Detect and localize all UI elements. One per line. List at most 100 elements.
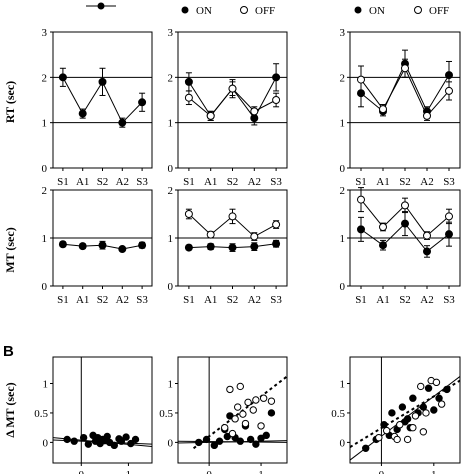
plot-frame xyxy=(52,356,153,464)
x-tick-label: A1 xyxy=(376,294,389,306)
series-on xyxy=(58,240,147,254)
legend-off-marker-3 xyxy=(414,6,422,14)
y-tick-label: 1 xyxy=(168,118,174,130)
scatter-point xyxy=(84,440,93,448)
y-tick-label: 2 xyxy=(340,185,346,197)
scatter-point xyxy=(252,440,260,448)
scatter-point xyxy=(424,384,433,392)
x-tick-label: S2 xyxy=(399,176,411,188)
y-tick-label: 0.5 xyxy=(159,408,173,420)
y-tick-label: 0 xyxy=(168,163,174,175)
y-tick-label: 2 xyxy=(340,72,346,84)
scatter-point xyxy=(195,438,203,447)
x-tick-label: 0 xyxy=(379,469,385,474)
panel-delta-2: 0 0.5 1 0 1 xyxy=(159,356,288,474)
scatter-point xyxy=(443,385,451,394)
x-tick-label: 0 xyxy=(206,469,212,474)
data-point xyxy=(228,212,237,221)
scatter-point xyxy=(267,409,276,417)
scatter-point xyxy=(63,435,71,444)
scatter-point xyxy=(417,382,425,391)
y-tick-label: 0 xyxy=(42,281,48,293)
scatter-point xyxy=(262,431,270,440)
scatter-point xyxy=(117,437,126,445)
panel-rt-2: 0 1 2 3 S1 A1 S2 A2 S3 xyxy=(168,27,288,188)
x-tick-label: S2 xyxy=(399,294,411,306)
scatter-point xyxy=(411,412,420,420)
scatter-point xyxy=(362,444,370,452)
data-point xyxy=(118,245,127,254)
plot-frame xyxy=(52,31,153,169)
data-point xyxy=(357,195,365,204)
scatter-point xyxy=(422,409,430,417)
scatter-point xyxy=(122,433,130,441)
data-point xyxy=(401,64,409,73)
x-tick-label: S3 xyxy=(443,176,455,188)
scatter-point xyxy=(382,426,391,435)
scatter-point xyxy=(221,423,229,432)
scatter-point xyxy=(252,396,260,404)
x-tick-label: S2 xyxy=(97,176,109,188)
legend-col3: ON OFF xyxy=(354,5,449,17)
x-tick-label: S3 xyxy=(443,294,455,306)
data-point xyxy=(78,109,87,118)
y-tick-label: 3 xyxy=(42,27,48,39)
x-tick-label: A2 xyxy=(116,294,129,306)
series-off xyxy=(184,208,281,241)
data-point xyxy=(379,241,387,250)
data-point xyxy=(423,111,431,120)
scatter-point xyxy=(380,421,388,429)
data-point xyxy=(206,242,215,251)
data-point xyxy=(184,93,193,102)
x-tick-label: 1 xyxy=(258,469,264,474)
scatter-point xyxy=(233,403,242,411)
y-tick-label: 1 xyxy=(340,379,346,391)
rt-ylabel: RT (sec) xyxy=(3,81,17,123)
data-point xyxy=(58,240,67,249)
scatter-point xyxy=(409,423,417,432)
data-point xyxy=(272,73,281,82)
scatter-point xyxy=(101,436,109,445)
y-tick-label: 3 xyxy=(168,27,174,39)
y-tick-label: 0 xyxy=(168,437,174,449)
y-tick-label: 2 xyxy=(168,185,174,197)
data-point xyxy=(357,75,365,84)
data-point xyxy=(98,77,107,86)
x-tick-label: S2 xyxy=(227,294,239,306)
data-point xyxy=(401,201,409,210)
series-off xyxy=(357,58,453,121)
scatter-point xyxy=(226,385,234,394)
x-tick-label: S3 xyxy=(270,294,282,306)
x-tick-label: S1 xyxy=(57,294,69,306)
panel-mt-2: 0 1 2 S1 A1 S2 A2 S3 xyxy=(168,185,288,306)
scatter-point xyxy=(257,422,265,430)
series-on xyxy=(184,239,281,252)
x-tick-label: A1 xyxy=(76,294,89,306)
x-tick-label: S1 xyxy=(355,176,367,188)
y-tick-label: 0 xyxy=(43,437,49,449)
legend-col1 xyxy=(86,2,116,10)
x-tick-label: A2 xyxy=(248,294,261,306)
x-tick-label: S1 xyxy=(57,176,69,188)
y-tick-label: 0 xyxy=(168,281,174,293)
scatter-point xyxy=(419,403,428,411)
data-point xyxy=(379,105,387,114)
scatter-point xyxy=(267,397,276,405)
scatter-point xyxy=(419,428,428,436)
y-tick-label: 2 xyxy=(168,72,174,84)
scatter-series-off xyxy=(221,382,276,438)
scatter-point xyxy=(388,409,396,417)
scatter-point xyxy=(236,437,244,445)
legend-marker-filled xyxy=(97,2,105,10)
scatter-point xyxy=(110,441,118,450)
data-point xyxy=(138,98,147,107)
y-tick-label: 1 xyxy=(42,233,48,245)
scatter-point xyxy=(398,403,407,411)
data-point xyxy=(445,230,453,239)
y-tick-label: 1 xyxy=(340,118,346,130)
data-point xyxy=(445,86,453,95)
scatter-point xyxy=(231,415,239,423)
legend-col2: ON OFF xyxy=(181,5,275,17)
plot-frame xyxy=(349,356,461,464)
legend-on-marker xyxy=(181,6,189,14)
